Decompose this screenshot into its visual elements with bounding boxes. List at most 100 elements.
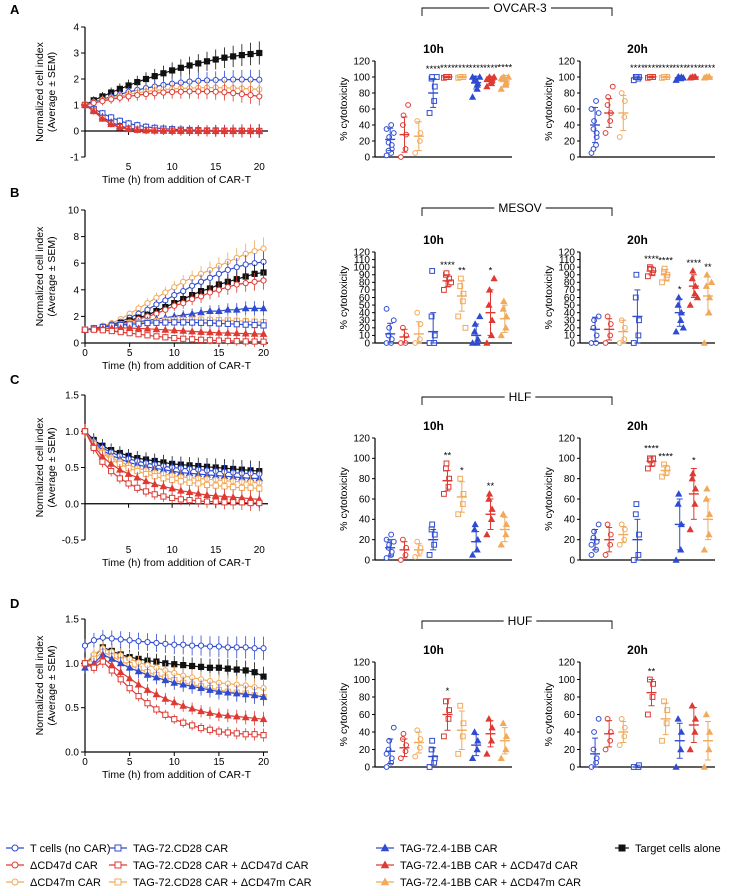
data-point (431, 541, 438, 548)
data-point (197, 327, 205, 335)
y-tick-label: 40 (564, 515, 576, 526)
data-point (169, 476, 176, 483)
data-point (233, 264, 240, 271)
x-tick-label: 10 (167, 545, 179, 556)
data-point (259, 715, 268, 723)
data-point (189, 319, 196, 326)
series-line (81, 326, 267, 348)
data-point (215, 337, 223, 344)
data-point (260, 277, 267, 284)
data-point (502, 324, 510, 331)
data-point (133, 473, 142, 481)
data-point (402, 748, 409, 755)
data-point (134, 667, 143, 675)
data-point (177, 88, 184, 95)
legend-label: TAG-72.CD28 CAR + ΔCD47m CAR (133, 877, 312, 887)
group-column (686, 701, 700, 753)
data-point (251, 731, 258, 738)
y-tick-label: 20 (359, 323, 371, 334)
data-point (188, 704, 196, 712)
group-column: **** (658, 63, 673, 81)
data-point (224, 337, 231, 344)
data-point (144, 700, 151, 707)
group-column: **** (644, 254, 659, 280)
data-point (595, 110, 602, 116)
series-line (81, 651, 268, 727)
data-point (241, 304, 250, 312)
group-column (616, 521, 629, 548)
data-point (661, 265, 668, 272)
data-point (251, 278, 258, 285)
data-point (457, 475, 464, 482)
y-tick-label: 1.5 (65, 391, 79, 402)
legend-label: TAG-72.4-1BB CAR (400, 843, 498, 855)
data-point (81, 660, 89, 667)
data-point (151, 491, 158, 498)
data-point (476, 73, 484, 80)
data-point (206, 708, 214, 716)
y-tick-label: 0.0 (65, 748, 79, 759)
data-point (142, 90, 150, 98)
y-tick-label: 0 (73, 339, 79, 350)
data-point (386, 324, 393, 331)
y-tick-label: 20 (564, 745, 576, 756)
group-column (602, 715, 615, 753)
data-point (497, 85, 505, 92)
y-tick-label: 60 (564, 710, 576, 721)
y-tick-label: 110 (354, 255, 370, 266)
y-tick-label: 0.5 (65, 463, 79, 474)
data-point (459, 501, 466, 507)
y-axis-title: % cytotoxicity (543, 682, 555, 746)
data-point (473, 546, 481, 553)
data-point (459, 733, 466, 740)
legend-item: TAG-72.4-1BB CAR + ΔCD47m CAR (376, 877, 581, 887)
legend-label: TAG-72.4-1BB CAR + ΔCD47d CAR (400, 860, 578, 872)
data-point (431, 531, 438, 538)
group-column (383, 305, 397, 346)
data-point (250, 714, 259, 722)
y-tick-label: 0 (364, 152, 370, 163)
y-tick-label: 20 (359, 136, 371, 147)
x-tick-label: 15 (213, 348, 225, 359)
data-point (220, 126, 229, 134)
timepoint-title: 10h (423, 233, 444, 247)
data-point (90, 637, 98, 644)
y-tick-label: 60 (359, 104, 371, 115)
panel-letter: B (10, 185, 19, 200)
group-column (455, 702, 467, 757)
data-point (443, 270, 450, 277)
y-tick-label: 0 (569, 762, 575, 773)
group-column: **** (701, 63, 716, 81)
data-point (179, 326, 188, 334)
data-point (188, 327, 196, 335)
significance-label: **** (644, 63, 659, 74)
legend-item: ΔCD47m CAR (6, 877, 101, 887)
data-point (426, 552, 433, 558)
data-point (144, 300, 151, 307)
legend-label: ΔCD47d CAR (30, 860, 98, 872)
data-point (445, 483, 452, 490)
data-point (195, 60, 202, 67)
data-point (232, 689, 241, 697)
data-point (99, 658, 106, 665)
x-tick-label: 20 (254, 545, 266, 556)
y-tick-label: 10 (68, 206, 80, 217)
y-tick-label: 40 (564, 120, 576, 131)
timepoint-title: 20h (627, 643, 648, 657)
group-column: **** (686, 258, 702, 308)
data-point (259, 693, 268, 700)
data-point (168, 126, 176, 134)
cell-line-title: MESOV (498, 201, 541, 215)
data-point (460, 720, 467, 727)
data-point (215, 286, 223, 293)
data-point (238, 90, 245, 98)
data-point (90, 326, 98, 333)
data-point (224, 266, 231, 273)
data-point (588, 552, 595, 558)
data-point (416, 336, 423, 343)
data-point (661, 698, 667, 705)
data-point (490, 73, 498, 80)
data-point (99, 98, 106, 105)
group-column (616, 90, 629, 140)
